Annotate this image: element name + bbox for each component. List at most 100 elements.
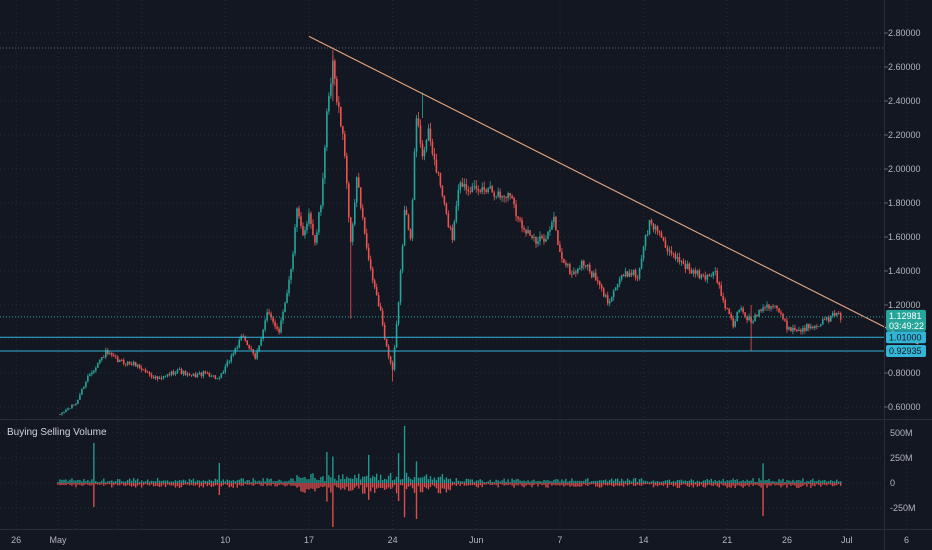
volume-bar-buy [232, 480, 234, 483]
volume-bar-buy [698, 481, 701, 483]
candle-body [248, 344, 250, 349]
volume-bar-sell [164, 483, 167, 488]
volume-bar-buy [364, 476, 366, 483]
volume-bar-sell [387, 483, 390, 488]
candle-body [142, 369, 145, 371]
volume-bar-buy [218, 463, 221, 483]
volume-bar-sell [99, 483, 101, 485]
volume-bar-buy [680, 479, 683, 483]
candle-body [280, 320, 282, 333]
volume-bar-buy [202, 480, 205, 483]
volume-bar-buy [605, 479, 607, 483]
candle-body [212, 375, 215, 377]
candle-body [266, 312, 268, 321]
candle-body [640, 258, 643, 269]
volume-bar-buy [206, 481, 209, 483]
volume-bar-buy [198, 480, 201, 483]
volume-bar-sell [836, 483, 838, 486]
volume-bar-sell [610, 483, 613, 486]
volume-bar-sell [123, 483, 125, 486]
volume-bar-sell [298, 483, 300, 487]
candle-body [97, 363, 99, 368]
volume-bar-buy [463, 481, 465, 483]
candle-body [712, 271, 715, 276]
time-axis[interactable]: 26 May 10 17 24 Jun 7 14 21 26 Jul 6 [11, 535, 909, 545]
candle-body [527, 230, 529, 234]
candle-body [385, 338, 388, 347]
volume-bar-sell [369, 483, 372, 492]
candle-body [467, 189, 470, 192]
candle-body [584, 265, 587, 267]
volume-bar-sell [176, 483, 179, 487]
volume-bar-buy [527, 480, 529, 483]
candle-body [399, 270, 402, 303]
volume-bar-sell [810, 483, 812, 488]
volume-bar-sell [824, 483, 826, 485]
level-price-tag [886, 331, 926, 344]
volume-bar-sell [792, 483, 794, 485]
candle-body [806, 324, 808, 331]
candle-body [543, 238, 545, 242]
price-axis[interactable]: 2.80000 2.60000 2.40000 2.20000 2.00000 1.800… [884, 28, 921, 412]
volume-bar-buy [129, 478, 131, 483]
candle-body [459, 182, 462, 190]
volume-bar-buy [551, 481, 553, 483]
volume-bar-buy [385, 479, 388, 483]
level-price-tag [886, 345, 926, 358]
volume-bar-buy [240, 478, 242, 483]
volume-bar-sell [630, 483, 633, 484]
candle-body [95, 367, 97, 371]
volume-bar-sell [262, 483, 264, 486]
candle-body [696, 270, 699, 274]
trendline[interactable] [308, 35, 919, 345]
candle-body [792, 327, 794, 332]
volume-bar-sell [816, 483, 818, 485]
candle-body [700, 274, 703, 279]
volume-bar-buy [369, 477, 372, 483]
candle-body [290, 269, 292, 280]
volume-bar-sell [286, 483, 288, 486]
candle-body [130, 363, 133, 365]
volume-bar-buy [81, 481, 83, 483]
volume-bar-sell [401, 483, 404, 486]
volume-bar-buy [485, 482, 487, 483]
volume-bar-buy [662, 481, 665, 483]
volume-bar-sell [334, 483, 336, 486]
volume-bar-buy [266, 478, 268, 483]
volume-bar-sell [607, 483, 609, 486]
candle-body [224, 366, 227, 372]
volume-bar-sell [666, 483, 669, 488]
volume-bar-buy [728, 480, 730, 483]
volume-bar-buy [196, 480, 199, 483]
volume-bar-buy [447, 479, 450, 483]
volume-bar-buy [304, 477, 306, 483]
volume-bar-buy [115, 480, 117, 483]
volume-bar-buy [824, 479, 826, 483]
volume-bar-sell [258, 483, 260, 485]
volume-bar-sell [605, 483, 607, 486]
volume-bar-buy [830, 479, 832, 483]
volume-bar-buy [210, 480, 213, 483]
volume-bar-sell [794, 483, 796, 486]
volume-bar-buy [772, 481, 774, 483]
level-price-value: 1.01000 [889, 332, 922, 342]
candle-body [590, 271, 593, 278]
volume-bar-sell [676, 483, 679, 488]
candle-body [545, 239, 547, 242]
volume-bar-buy [756, 481, 758, 483]
volume-bar-sell [515, 483, 517, 486]
volume-bar-buy [79, 479, 81, 483]
volume-bar-buy [495, 479, 497, 483]
volume-bar-sell [670, 483, 673, 485]
candle-body [473, 185, 476, 187]
candle-body [89, 374, 91, 376]
volume-bar-sell [467, 483, 469, 486]
volume-bar-sell [111, 483, 113, 488]
volume-bar-buy [248, 480, 250, 483]
volume-bar-sell [579, 483, 581, 487]
volume-bar-sell [614, 483, 617, 486]
volume-axis[interactable]: 500M 250M 0 -250M [890, 428, 916, 513]
candle-body [383, 324, 386, 339]
volume-bar-sell [575, 483, 577, 487]
